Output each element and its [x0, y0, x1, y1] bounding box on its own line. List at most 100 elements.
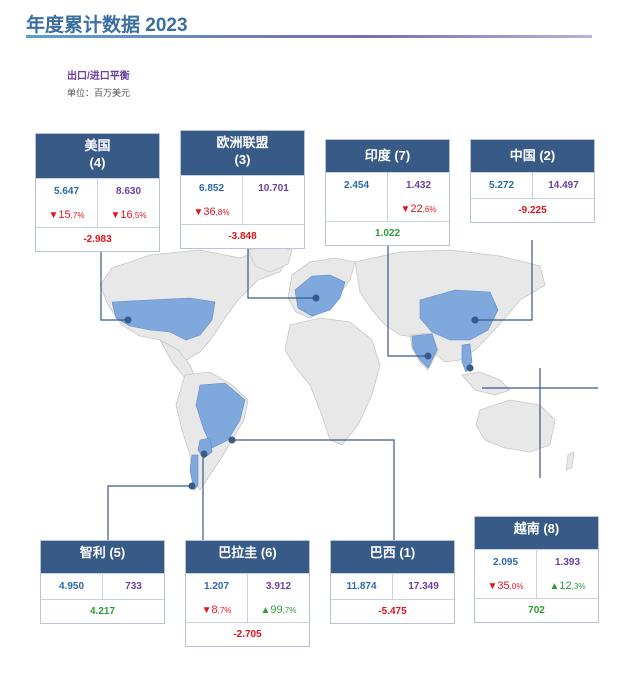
- import-value: 17.349: [392, 574, 454, 599]
- country-name: 智利 (5): [79, 545, 126, 560]
- connector-brazil: [232, 439, 395, 540]
- land-africa: [284, 317, 381, 446]
- country-card-india: 印度 (7) 2.454 1.432 ▼22,6% 1.022: [325, 139, 450, 246]
- change-row: ▼35,0% ▲12,3%: [475, 575, 598, 598]
- up-arrow-icon: ▲: [549, 581, 560, 592]
- export-value: 6.852: [198, 183, 225, 194]
- import-change: ▼16,5%: [97, 204, 159, 227]
- country-name: 欧洲联盟: [216, 135, 269, 150]
- dot-brazil: [228, 436, 236, 444]
- country-name: 越南 (8): [513, 521, 560, 536]
- dot-vietnam: [466, 364, 474, 372]
- change-percent-decimal: ,5%: [132, 211, 147, 220]
- import-value: 3.912: [247, 574, 309, 599]
- export-value: 5.647: [53, 186, 80, 197]
- change-row: ▼22,6%: [326, 198, 449, 221]
- country-brazil: [195, 382, 246, 449]
- up-arrow-icon: ▲: [260, 605, 271, 616]
- country-card-china: 中国 (2) 5.272 14.497 -9.225: [470, 139, 595, 223]
- export-change: ▼35,0%: [475, 575, 536, 598]
- down-arrow-icon: ▼: [193, 207, 204, 218]
- connector-usa: [100, 240, 128, 321]
- dot-chile: [188, 482, 196, 490]
- connector-chile: [107, 485, 192, 540]
- country-name: 巴拉圭 (6): [218, 545, 277, 560]
- change-percent: 12: [559, 580, 572, 592]
- trade-balance: -2.983: [36, 227, 159, 251]
- export-change: [326, 198, 387, 221]
- land-se-asia-islands: [461, 371, 511, 396]
- title-divider: [26, 35, 592, 38]
- land-masses: [99, 245, 575, 491]
- values-row: 2.454 1.432: [326, 172, 449, 198]
- change-row: ▼8,7% ▲99,7%: [186, 599, 309, 622]
- country-name: 巴西 (1): [369, 545, 416, 560]
- down-arrow-icon: ▼: [201, 605, 212, 616]
- import-change: ▼22,6%: [387, 198, 449, 221]
- dot-usa: [124, 316, 132, 324]
- import-value: 1.393: [536, 550, 598, 575]
- country-usa: [111, 297, 216, 341]
- trade-balance: 1.022: [326, 221, 449, 245]
- down-arrow-icon: ▼: [110, 210, 121, 221]
- trade-balance: -2.705: [186, 622, 309, 646]
- export-value: 2.454: [343, 180, 370, 191]
- trade-balance: -5.475: [331, 599, 454, 623]
- card-header: 越南 (8): [475, 517, 598, 549]
- highlighted-countries: [111, 274, 499, 491]
- import-value: 8.630: [97, 179, 159, 204]
- land-australia: [475, 399, 556, 453]
- change-percent-decimal: ,7%: [217, 606, 232, 615]
- card-header: 欧洲联盟 (3): [181, 131, 304, 175]
- change-row: ▼36,8%: [181, 201, 304, 224]
- values-row: 2.095 1.393: [475, 549, 598, 575]
- country-card-brazil: 巴西 (1) 11.874 17.349 -5.475: [330, 540, 455, 624]
- location-dots: [124, 294, 479, 490]
- card-header: 巴拉圭 (6): [186, 541, 309, 573]
- country-card-paraguay: 巴拉圭 (6) 1.207 3.912 ▼8,7% ▲99,7% -2.705: [185, 540, 310, 647]
- change-percent: 35: [497, 580, 510, 592]
- change-percent: 99: [270, 604, 283, 616]
- down-arrow-icon: ▼: [400, 204, 411, 215]
- values-row: 6.852 10.701: [181, 175, 304, 201]
- import-change: ▲12,3%: [536, 575, 598, 598]
- country-rank: (4): [89, 155, 106, 170]
- country-chile: [189, 454, 199, 491]
- connector-vietnam-2: [482, 368, 541, 389]
- import-value: 10.701: [242, 176, 304, 201]
- trade-balance: -9.225: [471, 198, 594, 222]
- values-row: 5.272 14.497: [471, 172, 594, 198]
- trade-balance: 4.217: [41, 599, 164, 623]
- change-percent: 8: [211, 604, 218, 616]
- page-title: 年度累计数据 2023: [26, 15, 188, 36]
- change-percent-decimal: ,0%: [509, 582, 524, 591]
- country-china: [419, 289, 499, 341]
- country-name: 印度 (7): [364, 148, 411, 163]
- change-percent-decimal: ,7%: [282, 606, 297, 615]
- values-row: 5.647 8.630: [36, 178, 159, 204]
- dot-india: [424, 352, 432, 360]
- export-change: ▼8,7%: [186, 599, 247, 622]
- dot-eu: [312, 294, 320, 302]
- trade-balance: -3.848: [181, 224, 304, 248]
- country-rank: (3): [234, 152, 251, 167]
- import-change: ▲99,7%: [247, 599, 309, 622]
- import-value: 14.497: [532, 173, 594, 198]
- subtitle: 出口/进口平衡: [67, 71, 130, 82]
- country-card-chile: 智利 (5) 4.950 733 4.217: [40, 540, 165, 624]
- unit-label: 单位：百万美元: [67, 88, 131, 98]
- dot-paraguay: [200, 450, 208, 458]
- connector-china: [475, 240, 533, 321]
- land-new-zealand: [565, 451, 575, 471]
- import-value: 1.432: [387, 173, 449, 198]
- country-name: 中国 (2): [509, 148, 556, 163]
- values-row: 11.874 17.349: [331, 573, 454, 599]
- country-eu: [294, 274, 346, 317]
- country-india: [411, 333, 438, 369]
- export-value: 4.950: [58, 581, 85, 592]
- trade-balance: 702: [475, 598, 598, 622]
- change-row: ▼15,7% ▼16,5%: [36, 204, 159, 227]
- country-card-vietnam: 越南 (8) 2.095 1.393 ▼35,0% ▲12,3% 702: [474, 516, 599, 623]
- export-value: 5.272: [488, 180, 515, 191]
